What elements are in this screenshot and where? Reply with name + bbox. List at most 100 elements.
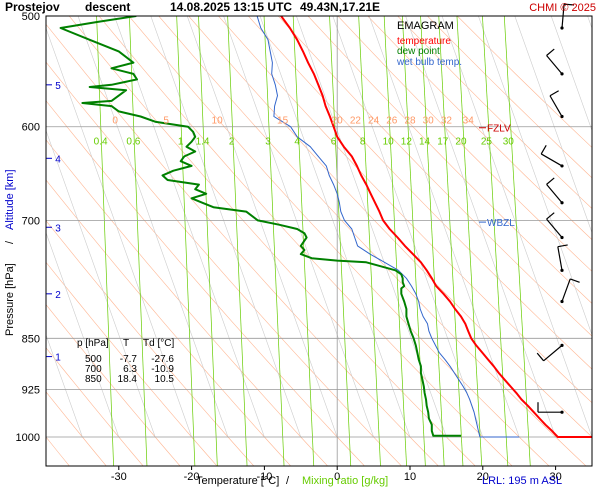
lrl-label: LRL: 195 m ASL [482,475,562,487]
wind-barb-staff [543,344,563,362]
altitude-tick-label: 2 [55,290,61,301]
moist-adiabat-line [46,231,120,438]
series-line-dew-point [59,16,461,437]
potential-temp-label: 15 [277,116,289,127]
altitude-tick-label: 3 [55,223,61,234]
table-header-p: p [hPa] [77,338,109,349]
table-cell: 500 [85,354,102,365]
potential-temp-line [457,16,592,148]
y-tick-label: 925 [22,385,40,397]
mixing-ratio-label: 4 [294,137,300,148]
wind-barb-feather [536,352,545,362]
isoline-labels: 0.4 0.6 1 1.4 2 3 4 6 8 10 12 14 17 20 25 300 5 10 15 20 22 2… [94,116,515,148]
sounding-datetime: 14.08.2025 13:15 UTC [170,0,292,14]
table-cell: -7.7 [120,354,138,365]
mixing-ratio-line [402,16,426,466]
x-axis-label-separator: / [286,475,290,487]
wind-barb-feather [546,212,555,220]
y-tick-label: 850 [22,333,40,345]
x-tick-label: -20 [184,471,200,483]
moist-adiabat-line [46,129,156,438]
potential-temp-line [218,16,592,404]
mixing-ratio-line [383,16,407,466]
potential-temp-line [68,16,476,466]
moist-adiabat-line [46,27,192,438]
level-marker-label: FZLV [487,124,511,135]
legend-wet-bulb: wet bulb temp. [396,57,462,68]
moist-adiabat-line [259,16,411,438]
mixing-ratio-label: 10 [383,137,395,148]
y-axis-label: Pressure [hPa] / Altitude [km] [4,169,16,336]
wind-barb-staff [557,246,563,271]
table-cell: -10.9 [151,364,174,375]
moist-adiabat-line [514,16,592,234]
moist-adiabat-line [441,16,592,438]
mixing-ratio-line [263,16,285,466]
wind-barb-station [560,268,564,272]
y-axis-label-pressure: Pressure [hPa] [4,263,16,336]
moist-adiabat-line [150,16,302,438]
x-tick-label: 10 [404,471,416,483]
potential-temp-label: 28 [404,116,416,127]
wind-barb-feather [564,3,575,6]
potential-temp-line [46,347,144,466]
copyright: CHMI © 2025 [529,2,596,14]
mixing-ratio-label: 0.4 [94,137,108,148]
mixing-ratio-label: 3 [265,137,271,148]
mixing-ratio-line [503,16,531,466]
mixing-ratio-label: 20 [455,137,467,148]
wind-barb-station [560,164,564,168]
x-tick-label: -10 [256,471,272,483]
potential-temp-label: 24 [368,116,380,127]
wind-barb-staff [561,278,571,302]
wind-barb-feather [549,90,559,97]
mixing-ratio-line [438,16,464,466]
potential-temp-line [397,16,592,209]
potential-temp-label: 10 [212,116,224,127]
moist-adiabat-line [223,16,374,438]
moist-adiabat-line [550,16,592,132]
mixing-ratio-label: 1.4 [196,137,210,148]
potential-temp-line [46,100,365,466]
wind-barb-feather [546,177,555,185]
mixing-ratio-line [329,16,352,466]
mixing-ratio-label: 6 [331,137,337,148]
x-tick-label: 20 [477,471,489,483]
wind-barb-station [560,114,564,119]
potential-temp-line [46,179,292,466]
moist-adiabat-line [46,333,83,438]
mixing-ratio-line [227,16,248,466]
potential-temp-label: 32 [441,116,453,127]
mixing-ratio-line [358,16,381,466]
potential-temp-label: 26 [386,116,398,127]
potential-temp-line [46,304,181,466]
y-tick-label: 1000 [16,432,40,444]
potential-temp-line [98,16,513,466]
table-header-td: Td [°C] [143,338,174,349]
potential-temp-line [46,139,329,466]
altitude-tick-label: 4 [55,154,61,165]
wind-barb-station [560,26,564,30]
legend-title: EMAGRAM [397,20,454,32]
mixing-ratio-label: 30 [503,137,515,148]
wind-barb-station [560,235,564,240]
x-tick-label: 30 [549,471,561,483]
wind-barb-station [560,201,564,205]
wind-barb-staff [549,95,563,117]
y-axis-label-separator: / [4,240,16,244]
potential-temp-line [46,61,402,466]
y-tick-label: 600 [22,122,40,134]
mixing-ratio-label: 0.6 [126,137,140,148]
potential-temp-line [46,261,218,466]
x-tick-label: 0 [334,471,340,483]
wind-barb-feather [557,244,568,248]
altitude-tick-label: 1 [55,353,61,364]
wind-barb-feather [540,144,547,155]
mixing-ratio-line [96,16,114,466]
y-tick-label: 700 [22,215,40,227]
table-cell: -27.6 [151,354,174,365]
x-tick-label: -30 [111,471,127,483]
table-cell: 10.5 [155,374,175,385]
series-line-temperature [280,16,592,438]
mixing-ratio-line [456,16,483,466]
